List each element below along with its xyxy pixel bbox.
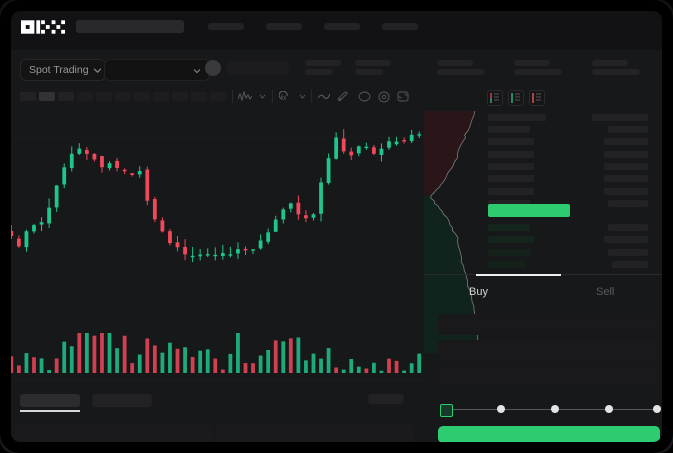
svg-text:fx: fx [281,95,287,102]
